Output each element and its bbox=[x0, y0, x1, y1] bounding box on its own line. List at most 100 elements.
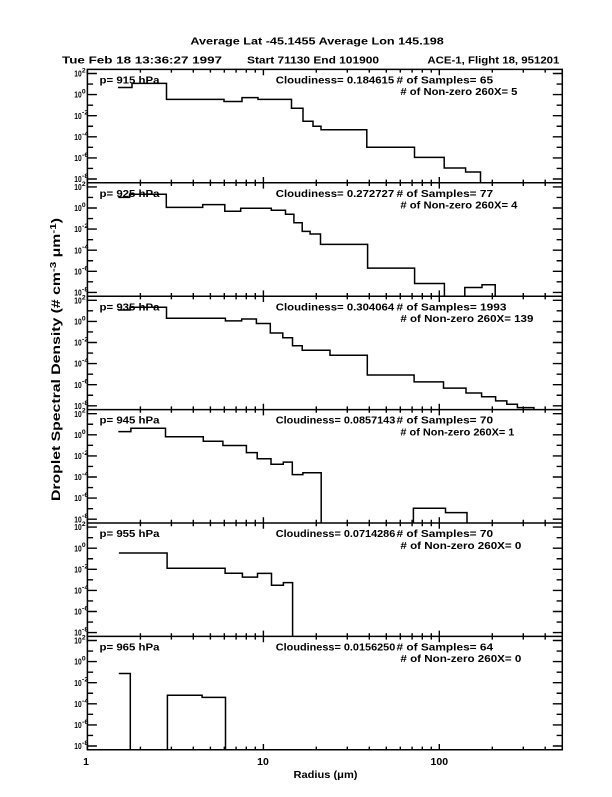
svg-text:-8: -8 bbox=[82, 286, 89, 293]
svg-text:10: 10 bbox=[74, 699, 82, 709]
svg-text:0: 0 bbox=[82, 542, 86, 549]
svg-text:10: 10 bbox=[74, 111, 82, 121]
svg-text:1: 1 bbox=[83, 756, 89, 768]
svg-text:10: 10 bbox=[74, 401, 82, 411]
svg-text:10: 10 bbox=[74, 288, 82, 298]
svg-text:2: 2 bbox=[82, 68, 86, 75]
svg-text:-8: -8 bbox=[82, 513, 89, 520]
svg-text:-2: -2 bbox=[82, 677, 89, 684]
svg-text:Cloudiness= 0.0156250: Cloudiness= 0.0156250 bbox=[276, 642, 396, 654]
svg-text:-6: -6 bbox=[82, 719, 89, 726]
svg-text:10: 10 bbox=[257, 756, 269, 768]
svg-text:Cloudiness= 0.184615: Cloudiness= 0.184615 bbox=[276, 75, 395, 87]
svg-text:10: 10 bbox=[74, 295, 82, 305]
svg-text:10: 10 bbox=[74, 338, 82, 348]
svg-text:# of Samples= 70: # of Samples= 70 bbox=[397, 415, 494, 427]
svg-text:10: 10 bbox=[74, 451, 82, 461]
svg-text:10: 10 bbox=[74, 741, 82, 751]
svg-text:10: 10 bbox=[74, 586, 82, 596]
svg-text:Average Lat -45.1455 Average: Average Lat -45.1455 Average Lon 145.198 bbox=[190, 35, 444, 47]
svg-text:10: 10 bbox=[74, 628, 82, 638]
svg-text:10: 10 bbox=[74, 409, 82, 419]
svg-text:10: 10 bbox=[74, 636, 82, 646]
svg-text:10: 10 bbox=[74, 69, 82, 79]
svg-text:-4: -4 bbox=[82, 698, 89, 705]
svg-text:10: 10 bbox=[74, 657, 82, 667]
svg-text:Cloudiness= 0.0714286: Cloudiness= 0.0714286 bbox=[276, 528, 396, 540]
svg-text:2: 2 bbox=[82, 181, 86, 188]
svg-text:Cloudiness= 0.304064: Cloudiness= 0.304064 bbox=[276, 301, 395, 313]
svg-text:-2: -2 bbox=[82, 110, 89, 117]
svg-text:p= 945 hPa: p= 945 hPa bbox=[100, 415, 160, 427]
svg-text:-8: -8 bbox=[82, 740, 89, 747]
svg-text:-6: -6 bbox=[82, 265, 89, 272]
svg-text:10: 10 bbox=[74, 430, 82, 440]
svg-text:Cloudiness= 0.272727: Cloudiness= 0.272727 bbox=[276, 188, 395, 200]
svg-text:0: 0 bbox=[82, 429, 86, 436]
svg-text:-6: -6 bbox=[82, 152, 89, 159]
svg-text:# of Samples= 70: # of Samples= 70 bbox=[397, 528, 494, 540]
svg-text:p= 965 hPa: p= 965 hPa bbox=[100, 642, 160, 654]
svg-text:# of Samples= 77: # of Samples= 77 bbox=[397, 188, 494, 200]
svg-text:Radius (μm): Radius (μm) bbox=[294, 769, 358, 781]
svg-text:0: 0 bbox=[82, 315, 86, 322]
svg-text:Start 71130 End 101900: Start 71130 End 101900 bbox=[247, 55, 379, 67]
svg-text:-4: -4 bbox=[82, 358, 89, 365]
svg-text:2: 2 bbox=[82, 408, 86, 415]
svg-text:10: 10 bbox=[74, 564, 82, 574]
svg-text:Droplet Spectral Density (# cm: Droplet Spectral Density (# cm-3 μm-1) bbox=[48, 218, 63, 501]
svg-text:10: 10 bbox=[74, 522, 82, 532]
svg-text:10: 10 bbox=[74, 514, 82, 524]
svg-text:-2: -2 bbox=[82, 450, 89, 457]
svg-text:10: 10 bbox=[74, 678, 82, 688]
svg-text:-2: -2 bbox=[82, 337, 89, 344]
svg-text:2: 2 bbox=[82, 294, 86, 301]
svg-text:10: 10 bbox=[74, 380, 82, 390]
svg-text:10: 10 bbox=[74, 720, 82, 730]
svg-text:# of Non-zero 260X= 139: # of Non-zero 260X= 139 bbox=[400, 313, 533, 325]
svg-text:10: 10 bbox=[74, 607, 82, 617]
svg-text:0: 0 bbox=[82, 656, 86, 663]
svg-text:-4: -4 bbox=[82, 244, 89, 251]
svg-text:10: 10 bbox=[74, 359, 82, 369]
svg-text:Tue Feb 18 13:36:27 1997: Tue Feb 18 13:36:27 1997 bbox=[62, 55, 222, 67]
svg-text:-6: -6 bbox=[82, 606, 89, 613]
svg-text:Cloudiness= 0.0857143: Cloudiness= 0.0857143 bbox=[276, 415, 396, 427]
svg-text:10: 10 bbox=[74, 174, 82, 184]
svg-text:# of Non-zero 260X= 1: # of Non-zero 260X= 1 bbox=[400, 426, 514, 438]
svg-text:10: 10 bbox=[74, 493, 82, 503]
svg-text:10: 10 bbox=[74, 317, 82, 327]
svg-text:0: 0 bbox=[82, 89, 86, 96]
svg-text:-2: -2 bbox=[82, 563, 89, 570]
svg-text:10: 10 bbox=[74, 132, 82, 142]
svg-text:# of Samples= 64: # of Samples= 64 bbox=[397, 642, 494, 654]
svg-text:-6: -6 bbox=[82, 379, 89, 386]
svg-text:2: 2 bbox=[82, 635, 86, 642]
svg-text:10: 10 bbox=[74, 224, 82, 234]
svg-text:# of Samples= 65: # of Samples= 65 bbox=[397, 75, 494, 87]
svg-text:10: 10 bbox=[74, 472, 82, 482]
svg-text:10: 10 bbox=[74, 543, 82, 553]
svg-text:-2: -2 bbox=[82, 223, 89, 230]
svg-text:10: 10 bbox=[74, 90, 82, 100]
svg-text:# of Non-zero 260X= 0: # of Non-zero 260X= 0 bbox=[400, 540, 521, 552]
svg-text:100: 100 bbox=[431, 756, 449, 768]
svg-text:ACE-1, Flight 18, 951201: ACE-1, Flight 18, 951201 bbox=[427, 55, 559, 67]
svg-text:-8: -8 bbox=[82, 173, 89, 180]
svg-text:-4: -4 bbox=[82, 584, 89, 591]
svg-text:p= 955 hPa: p= 955 hPa bbox=[100, 528, 160, 540]
svg-text:-4: -4 bbox=[82, 471, 89, 478]
svg-text:-4: -4 bbox=[82, 131, 89, 138]
svg-text:-8: -8 bbox=[82, 400, 89, 407]
svg-text:# of Non-zero 260X= 5: # of Non-zero 260X= 5 bbox=[400, 86, 517, 98]
svg-text:# of Non-zero 260X= 0: # of Non-zero 260X= 0 bbox=[400, 653, 521, 665]
svg-text:10: 10 bbox=[74, 203, 82, 213]
svg-text:# of Samples= 1993: # of Samples= 1993 bbox=[397, 301, 507, 313]
svg-text:10: 10 bbox=[74, 153, 82, 163]
svg-text:10: 10 bbox=[74, 245, 82, 255]
svg-text:10: 10 bbox=[74, 266, 82, 276]
svg-text:p= 915 hPa: p= 915 hPa bbox=[100, 75, 160, 87]
svg-text:10: 10 bbox=[74, 182, 82, 192]
svg-text:-6: -6 bbox=[82, 492, 89, 499]
svg-text:2: 2 bbox=[82, 521, 86, 528]
